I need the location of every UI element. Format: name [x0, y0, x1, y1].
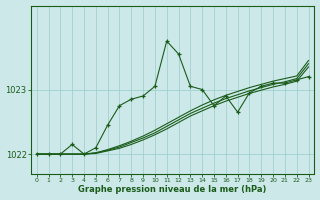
X-axis label: Graphe pression niveau de la mer (hPa): Graphe pression niveau de la mer (hPa)	[78, 185, 267, 194]
